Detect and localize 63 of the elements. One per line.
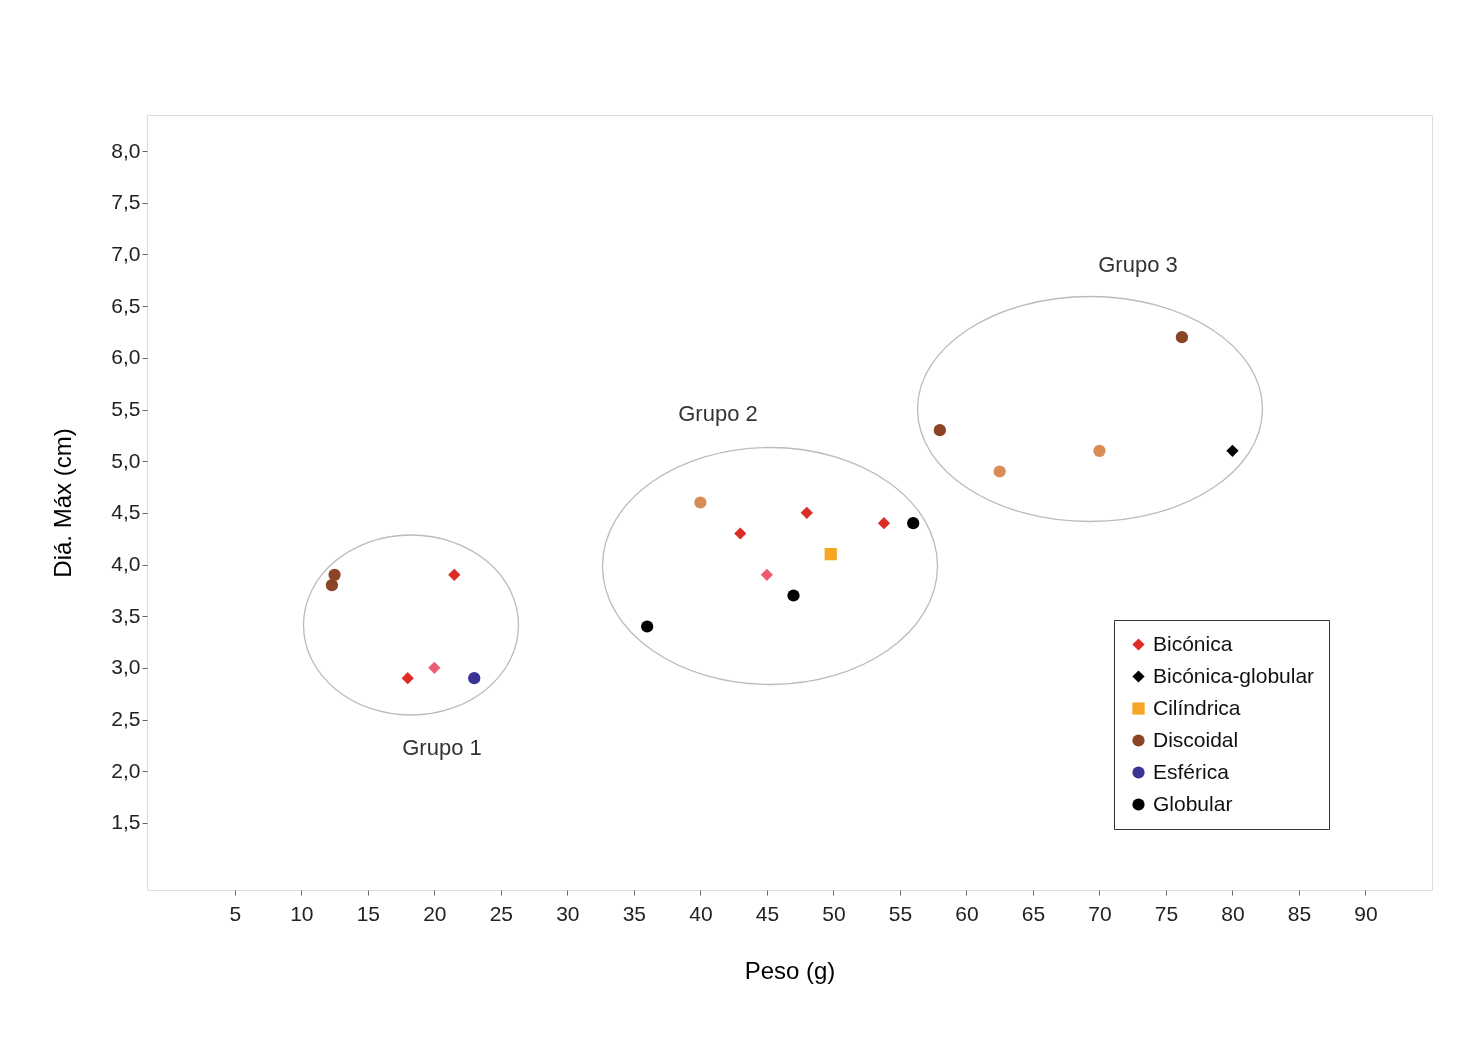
legend-label: Bicónica-globular: [1153, 663, 1315, 687]
y-tick-label: 4,0: [111, 552, 141, 575]
x-tick-label: 15: [356, 901, 380, 925]
x-tick-label: 70: [1088, 901, 1112, 925]
y-tick-label: 2,0: [111, 758, 141, 782]
y-tick-label: 7,5: [111, 190, 141, 214]
point: [328, 568, 341, 581]
x-tick-label: 45: [755, 901, 780, 925]
point: [993, 465, 1006, 478]
point: [448, 568, 461, 581]
x-tick-label: 90: [1354, 901, 1378, 925]
point: [401, 672, 414, 685]
point: [1093, 444, 1106, 457]
point: [734, 527, 747, 540]
x-tick-label: 30: [556, 901, 580, 925]
annotation: Grupo 3: [1098, 252, 1178, 277]
y-tick-label: 5,0: [111, 448, 141, 472]
y-tick-label: 8,0: [111, 138, 141, 162]
point: [694, 496, 707, 509]
x-tick-label: 10: [290, 901, 314, 925]
y-tick-label: 4,5: [111, 500, 141, 524]
x-tick-label: 20: [423, 901, 447, 925]
point: [641, 620, 654, 633]
x-tick-label: 25: [489, 901, 514, 925]
legend-label: Esférica: [1153, 759, 1230, 783]
point: [877, 517, 891, 530]
point: [1175, 331, 1189, 344]
x-tick-label: 35: [622, 901, 647, 925]
legend-label: Discoidal: [1153, 727, 1239, 751]
y-tick-label: 6,0: [111, 345, 141, 369]
x-tick-label: 65: [1021, 901, 1046, 925]
x-tick-label: 40: [689, 901, 713, 925]
y-tick-label: 5,5: [111, 397, 141, 420]
x-tick-label: 75: [1154, 901, 1179, 925]
point: [468, 672, 481, 685]
point: [787, 589, 800, 602]
x-tick-label: 60: [955, 901, 979, 925]
y-axis-title: Diá. Máx (cm): [49, 428, 77, 578]
y-tick-label: 3,5: [111, 603, 141, 627]
legend-label: Globular: [1153, 791, 1233, 815]
y-tick-label: 3,0: [111, 655, 141, 679]
y-tick-label: 2,5: [111, 707, 141, 730]
annotation: Grupo 1: [402, 735, 482, 760]
point: [933, 424, 946, 437]
legend-label: Bicónica: [1153, 631, 1233, 655]
point: [824, 548, 837, 561]
point: [1226, 444, 1239, 457]
x-tick-label: 80: [1221, 901, 1245, 925]
x-tick-label: 55: [888, 901, 913, 925]
point: [428, 661, 441, 674]
x-tick-label: 50: [822, 901, 846, 925]
point: [760, 568, 774, 581]
point: [800, 506, 813, 519]
y-tick-label: 1,5: [111, 810, 141, 834]
x-tick-label: 85: [1287, 901, 1312, 925]
point: [325, 579, 339, 592]
y-tick-label: 6,5: [111, 293, 141, 317]
x-axis-title: Peso (g): [744, 956, 836, 984]
point: [907, 517, 920, 530]
annotation: Grupo 2: [678, 401, 758, 426]
legend-label: Cilíndrica: [1153, 695, 1241, 719]
x-tick-label: 5: [229, 901, 242, 925]
y-tick-label: 7,0: [111, 242, 141, 265]
